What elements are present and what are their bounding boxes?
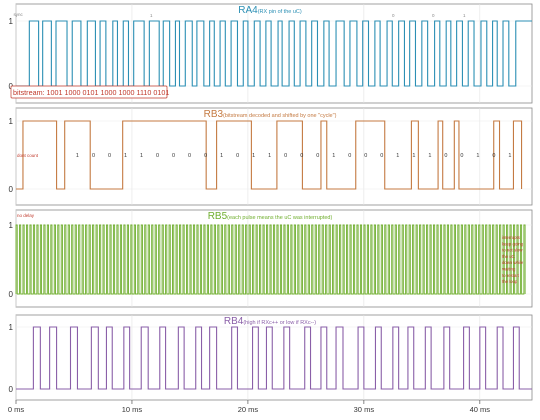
bit-label: 0 — [348, 153, 351, 159]
small-label: 1 — [463, 13, 466, 18]
side-label: no delay — [17, 213, 35, 218]
signal-trace-rb4 — [16, 326, 532, 390]
bit-label: 0 — [380, 153, 383, 159]
y-tick-label: 0 — [9, 185, 14, 194]
y-tick-label: 1 — [9, 117, 14, 126]
bit-label: 1 — [412, 153, 415, 159]
panel-rb3: 1 0 RB3(bitstream decoded and shifted by o… — [9, 107, 533, 206]
signal-trace-ra4 — [16, 20, 532, 87]
y-tick-label: 1 — [9, 17, 14, 26]
bit-label: 0 — [460, 153, 463, 159]
bit-label: 1 — [124, 153, 127, 159]
x-tick-label: 0 ms — [8, 405, 25, 414]
bit-label: 0 — [300, 153, 303, 159]
note-line: interrupts — [502, 235, 520, 240]
y-tick-label: 0 — [9, 385, 14, 394]
side-label: dont count — [17, 153, 39, 158]
note-line: the uC — [502, 254, 515, 259]
panel-subtitle: (high if RXc++ or low if RXc--) — [243, 320, 316, 326]
note-line: down while — [502, 260, 524, 265]
bit-label: 0 — [284, 153, 287, 159]
panel-ra4: 10RA4(RX pin of the uC)sync1001bitstream… — [9, 3, 533, 104]
x-tick-label: 40 ms — [470, 405, 491, 414]
signal-trace-rb3 — [16, 120, 523, 190]
bit-label: 1 — [220, 153, 223, 159]
panel-rb5: 1 0 RB5(each pulse means the uC was interr… — [9, 209, 533, 308]
note-line: the loop — [502, 279, 518, 284]
panel-subtitle: (RX pin of the uC) — [258, 9, 302, 15]
bit-label: 0 — [364, 153, 367, 159]
bit-label: 1 — [428, 153, 431, 159]
small-label: 0 — [432, 13, 435, 18]
x-tick-label: 10 ms — [122, 405, 143, 414]
panel-frame — [15, 314, 533, 401]
bit-label: 0 — [316, 153, 319, 159]
bit-label: 0 — [204, 153, 207, 159]
y-tick-label: 1 — [9, 323, 14, 332]
bit-label: 0 — [492, 153, 495, 159]
panel-title-main: RB4 — [224, 316, 244, 327]
panel-title-main: RA4 — [238, 5, 258, 16]
y-tick-label: 1 — [9, 221, 14, 230]
small-label: 0 — [392, 13, 395, 18]
bit-label: 1 — [508, 153, 511, 159]
bitstream-annotation-box — [10, 85, 168, 99]
note-line: to not slow — [502, 248, 523, 253]
bit-label: 1 — [268, 153, 271, 159]
bit-label: 1 — [476, 153, 479, 159]
small-label: 1 — [150, 13, 153, 18]
bit-label: 0 — [188, 153, 191, 159]
bitstream-annotation: bitstream: 1001 1000 0101 1000 1000 1110… — [13, 88, 169, 97]
bit-label: 0 — [92, 153, 95, 159]
note-line: to restart — [502, 273, 520, 278]
bit-label: 0 — [444, 153, 447, 159]
panel-rb4: 1 0 RB4(high if RXc++ or low if RXc--) — [9, 314, 533, 401]
note-line: waiting — [502, 267, 516, 272]
panel-subtitle: (bitstream decoded and shifted by one "c… — [223, 113, 337, 119]
panel-title-main: RB5 — [208, 211, 228, 222]
panel-title: RA4(RX pin of the uC) — [238, 5, 302, 16]
panel-title: RB3(bitstream decoded and shifted by one… — [204, 109, 337, 120]
panel-title: RB4(high if RXc++ or low if RXc--) — [224, 316, 316, 327]
x-tick-label: 30 ms — [354, 405, 375, 414]
bit-label: 1 — [332, 153, 335, 159]
x-tick-label: 20 ms — [238, 405, 259, 414]
small-label: sync — [14, 12, 24, 17]
panel-title-main: RB3 — [204, 109, 224, 120]
note-line: keep going — [502, 241, 524, 246]
bit-label: 1 — [140, 153, 143, 159]
panel-subtitle: (each pulse means the uC was interrupted… — [227, 215, 332, 221]
panel-title: RB5(each pulse means the uC was interrup… — [208, 211, 333, 222]
bit-label: 1 — [396, 153, 399, 159]
y-tick-label: 0 — [9, 290, 14, 299]
signal-trace-rb5 — [15, 224, 526, 295]
bit-label: 0 — [172, 153, 175, 159]
bit-label: 1 — [76, 153, 79, 159]
bit-label: 0 — [156, 153, 159, 159]
bit-label: 0 — [236, 153, 239, 159]
panel-frame — [15, 209, 533, 308]
bit-label: 1 — [252, 153, 255, 159]
bit-label: 0 — [108, 153, 111, 159]
